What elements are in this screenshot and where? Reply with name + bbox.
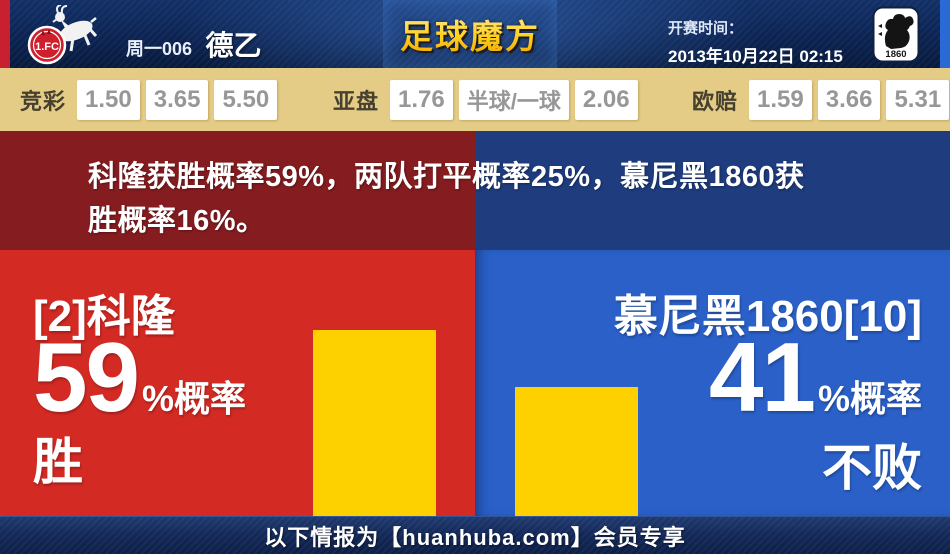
oupei-away-odds: 5.31 xyxy=(886,79,950,120)
probability-summary-band: 科隆获胜概率59%，两队打平概率25%，慕尼黑1860获胜概率16%。 xyxy=(0,131,950,250)
left-red-strip xyxy=(0,0,10,68)
oupei-draw-odds: 3.66 xyxy=(817,79,881,120)
odds-bar: 竞彩 1.50 3.65 5.50 亚盘 1.76 半球/一球 2.06 欧赔 … xyxy=(0,68,950,131)
koln-crest-label: 1.FC xyxy=(35,41,59,53)
jingcai-away-odds: 5.50 xyxy=(214,79,278,120)
site-logo-panel: 足球魔方 xyxy=(383,0,557,68)
away-team-name: 慕尼黑1860[10] xyxy=(613,292,922,341)
away-percent-value: 41 xyxy=(708,322,816,432)
tsv1860-crest-year: 1860 xyxy=(885,49,906,60)
jingcai-label: 竞彩 xyxy=(20,88,67,114)
tsv1860-crest-icon: 1860 xyxy=(872,6,920,63)
prediction-panels: [2]科隆 59 %概率 胜 慕尼黑1860[10] 41 %概率 不败 xyxy=(0,250,950,516)
probability-summary-text: 科隆获胜概率59%，两队打平概率25%，慕尼黑1860获胜概率16%。 xyxy=(88,161,805,237)
right-blue-strip xyxy=(940,0,950,68)
odds-group-oupei: 欧赔 1.59 3.66 5.31 xyxy=(692,68,950,131)
footer-bar: 以下情报为【huanhuba.com】会员专享 xyxy=(0,516,950,554)
jingcai-home-odds: 1.50 xyxy=(77,79,140,120)
league-name: 德乙 xyxy=(205,30,262,61)
yapan-home-odds: 1.76 xyxy=(390,79,453,120)
away-panel: 慕尼黑1860[10] 41 %概率 不败 xyxy=(475,250,950,516)
kickoff-label: 开赛时间： xyxy=(668,20,744,37)
away-prob-bar xyxy=(515,387,638,516)
odds-group-jingcai: 竞彩 1.50 3.65 5.50 xyxy=(20,68,278,131)
oupei-home-odds: 1.59 xyxy=(749,79,812,120)
away-percent-suffix: %概率 xyxy=(817,378,922,419)
home-outcome: 胜 xyxy=(33,434,83,490)
away-outcome: 不败 xyxy=(822,440,922,496)
odds-group-yapan: 亚盘 1.76 半球/一球 2.06 xyxy=(333,68,638,131)
home-team-name: [2]科隆 xyxy=(33,292,175,341)
jingcai-draw-odds: 3.65 xyxy=(145,79,209,120)
koln-crest-icon: 1.FC xyxy=(27,5,98,65)
match-info: 周一006 德乙 xyxy=(126,24,262,64)
kickoff-block: 开赛时间： 2013年10月22日 02:15 xyxy=(668,17,843,67)
footer-text: 以下情报为【huanhuba.com】会员专享 xyxy=(264,524,686,550)
yapan-away-odds: 2.06 xyxy=(574,79,638,120)
home-percent-value: 59 xyxy=(33,322,140,432)
home-probability: 59 %概率 xyxy=(33,328,246,426)
yapan-label: 亚盘 xyxy=(333,88,380,114)
site-logo: 足球魔方 xyxy=(400,10,540,58)
header: 1.FC 周一006 德乙 足球魔方 开赛时间： 2013年10月22日 02:… xyxy=(0,0,950,68)
match-number: 周一006 xyxy=(126,39,193,59)
home-percent-suffix: %概率 xyxy=(142,378,247,419)
away-probability: 41 %概率 xyxy=(709,328,922,426)
oupei-label: 欧赔 xyxy=(692,88,739,114)
home-panel: [2]科隆 59 %概率 胜 xyxy=(0,250,475,516)
kickoff-time: 2013年10月22日 02:15 xyxy=(668,47,843,66)
home-prob-bar xyxy=(313,330,436,516)
yapan-handicap: 半球/一球 xyxy=(458,79,569,120)
